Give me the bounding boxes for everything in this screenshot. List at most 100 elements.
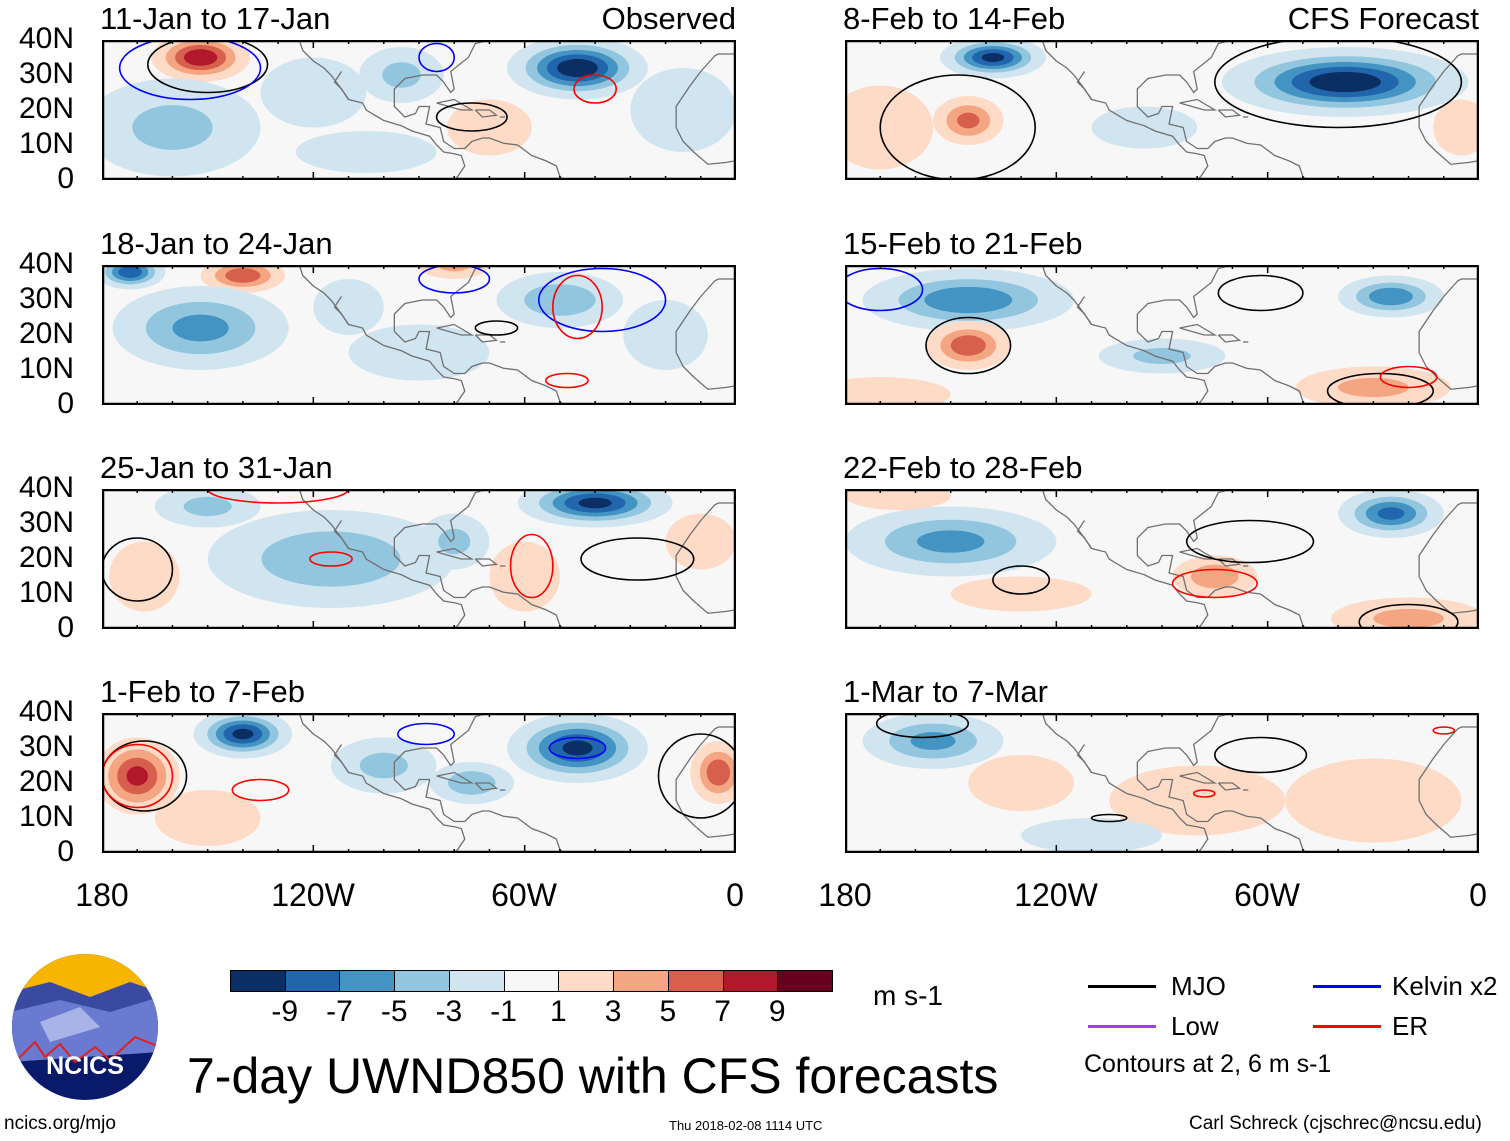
coastline [1418, 278, 1479, 390]
easterly-anomaly-shade [562, 740, 593, 756]
coastline [1076, 71, 1093, 100]
easterly-anomaly-shade [313, 279, 384, 335]
westerly-anomaly-shade [845, 489, 951, 510]
lat-tick-label: 40N [18, 471, 74, 504]
westerly-anomaly-shade [447, 99, 532, 156]
lat-tick-label: 10N [18, 576, 74, 609]
kelvin-contour [418, 42, 456, 73]
coastline [1041, 265, 1209, 405]
easterly-anomaly-shade [359, 752, 408, 779]
er-contour [1432, 726, 1456, 735]
easterly-anomaly-shade [1377, 507, 1405, 520]
coastline [474, 334, 499, 343]
er-contour [206, 489, 350, 504]
lat-tick-label: 20N [18, 541, 74, 574]
mjo-contour [875, 713, 970, 739]
lon-tick-label: 60W [1234, 877, 1300, 913]
map-panel [845, 40, 1479, 180]
easterly-anomaly-shade [295, 131, 437, 173]
panel-title: 8-Feb to 14-Feb [843, 1, 1066, 36]
map-panel [102, 713, 736, 853]
coastline [1179, 771, 1218, 784]
coastline [333, 744, 350, 773]
map-panel [102, 265, 736, 405]
coastline [393, 713, 564, 853]
mjo-contour [435, 102, 508, 132]
panel-title: 22-Feb to 28-Feb [843, 450, 1083, 485]
easterly-anomaly-shade [118, 266, 143, 278]
lat-tick-label: 40N [18, 22, 74, 55]
coastline [474, 109, 499, 118]
westerly-anomaly-shade [225, 268, 261, 283]
colorbar-tick-label: -3 [435, 995, 463, 1028]
map-panel [845, 713, 1479, 853]
lon-tick-label: 0 [726, 877, 744, 913]
lat-tick-label: 40N [18, 695, 74, 728]
westerly-anomaly-shade [845, 85, 934, 170]
legend-swatch-low [1088, 1025, 1156, 1028]
easterly-anomaly-shade [1368, 287, 1413, 306]
lat-tick-label: 20N [18, 765, 74, 798]
lat-tick-label: 0 [57, 387, 74, 420]
contour-note: Contours at 2, 6 m s-1 [1084, 1050, 1332, 1078]
easterly-anomaly-shade [1021, 818, 1162, 853]
legend-swatch-kelvin [1313, 985, 1381, 988]
mjo-contour [1217, 274, 1304, 312]
lon-tick-label: 180 [818, 877, 872, 913]
westerly-anomaly-shade [950, 335, 986, 356]
mjo-contour [879, 74, 1036, 180]
coastline [393, 40, 564, 180]
coastline [298, 489, 466, 629]
lon-tick-label: 120W [1014, 877, 1098, 913]
mjo-contour [1358, 603, 1459, 629]
coastline [298, 265, 466, 405]
lat-tick-label: 10N [18, 800, 74, 833]
er-contour [231, 778, 290, 802]
kelvin-contour [537, 267, 667, 333]
coastline [675, 502, 736, 614]
lat-tick-label: 40N [18, 247, 74, 280]
mjo-contour [1214, 40, 1463, 129]
colorbar-bin [448, 970, 505, 992]
er-contour [573, 74, 618, 104]
coastline [436, 98, 475, 111]
colorbar-bin [284, 970, 341, 992]
colorbar-bin [667, 970, 724, 992]
coastline [1136, 489, 1307, 629]
coastline [1136, 265, 1307, 405]
mjo-contour [1185, 519, 1315, 564]
panel-title: 25-Jan to 31-Jan [100, 450, 333, 485]
westerly-anomaly-shade [957, 112, 980, 129]
coastline [1217, 109, 1242, 118]
lat-tick-label: 0 [57, 162, 74, 195]
coastline [1217, 558, 1242, 567]
legend-label-mjo: MJO [1171, 971, 1226, 1001]
coastline [1418, 726, 1479, 838]
colorbar-bin [613, 970, 669, 992]
westerly-anomaly-shade [1433, 99, 1479, 156]
easterly-anomaly-shade [1309, 71, 1381, 93]
anomaly-field [102, 713, 736, 846]
westerly-anomaly-shade [1338, 377, 1409, 398]
footer-author[interactable]: Carl Schreck (cjschrec@ncsu.edu) [1189, 1113, 1482, 1134]
colorbar-tick-label: -5 [380, 995, 408, 1028]
coastline [474, 558, 499, 567]
easterly-anomaly-shade [172, 314, 229, 342]
colorbar-tick-label: 7 [714, 995, 731, 1028]
colorbar-bin [722, 970, 779, 992]
lat-tick-label: 20N [18, 92, 74, 125]
colorbar-units: m s-1 [873, 980, 943, 1011]
lat-tick-label: 30N [18, 282, 74, 315]
coastline [1041, 489, 1209, 629]
panel-title: 15-Feb to 21-Feb [843, 226, 1083, 261]
colorbar-bin [339, 970, 396, 992]
colorbar-tick-label: 1 [550, 995, 567, 1028]
mjo-contour [102, 740, 188, 812]
coastline [1041, 40, 1209, 180]
coastline [675, 726, 736, 838]
easterly-anomaly-shade [132, 105, 213, 150]
easterly-anomaly-shade [232, 728, 254, 740]
footer-url[interactable]: ncics.org/mjo [4, 1113, 116, 1134]
anomaly-field [109, 489, 736, 612]
map-panel [845, 489, 1479, 629]
